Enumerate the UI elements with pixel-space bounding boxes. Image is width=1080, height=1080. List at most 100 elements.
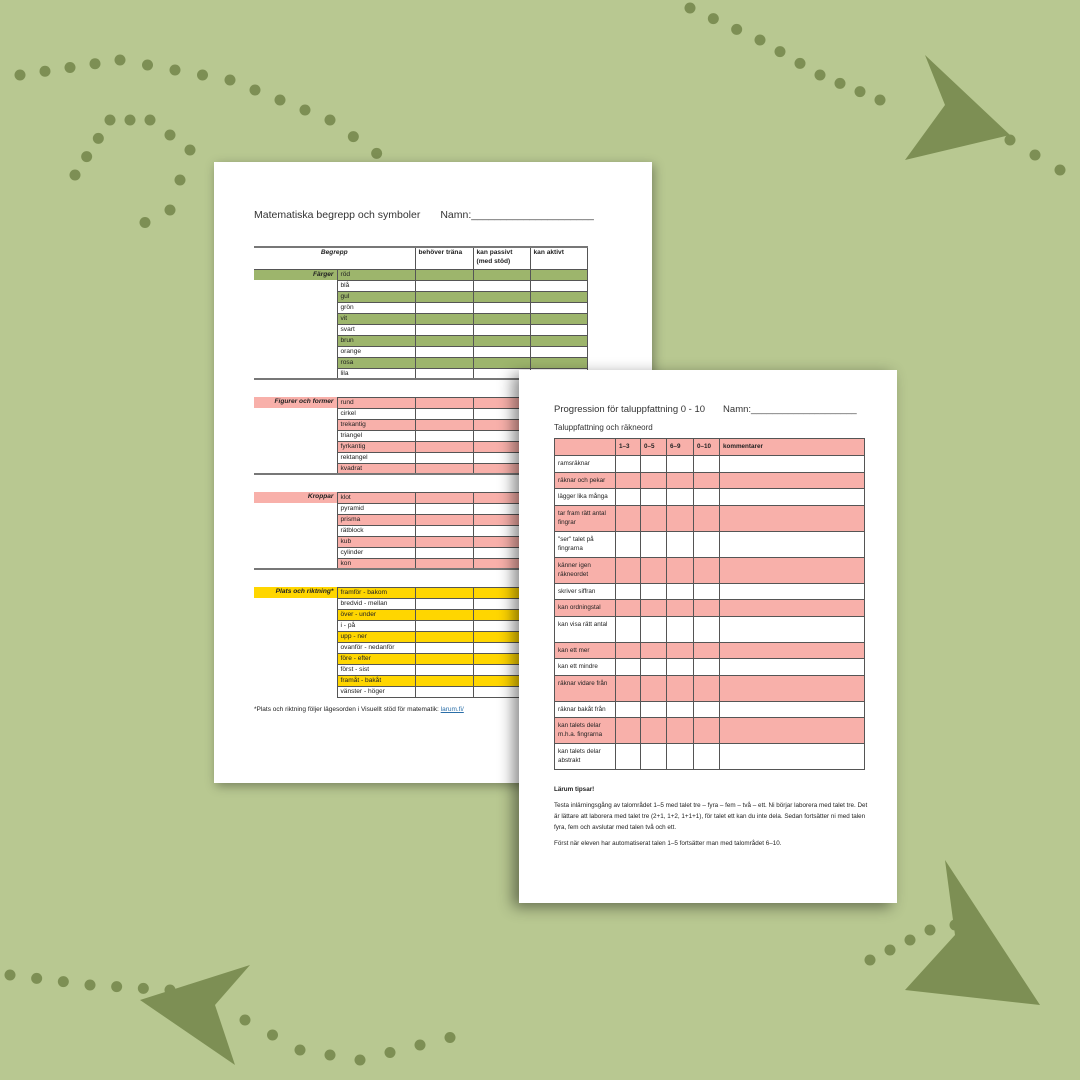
comment-cell[interactable] [719, 488, 865, 506]
checkbox-cell[interactable] [414, 323, 474, 336]
checkbox-cell[interactable] [529, 312, 588, 325]
checkbox-cell[interactable] [640, 471, 667, 489]
checkbox-cell[interactable] [529, 356, 588, 369]
checkbox-cell[interactable] [693, 455, 720, 473]
checkbox-cell[interactable] [693, 504, 720, 532]
checkbox-cell[interactable] [640, 455, 667, 473]
checkbox-cell[interactable] [693, 717, 720, 744]
checkbox-cell[interactable] [640, 717, 667, 744]
checkbox-cell[interactable] [414, 440, 474, 453]
checkbox-cell[interactable] [414, 630, 474, 643]
comment-cell[interactable] [719, 641, 865, 659]
checkbox-cell[interactable] [640, 599, 667, 617]
checkbox-cell[interactable] [666, 700, 694, 718]
checkbox-cell[interactable] [615, 717, 641, 744]
checkbox-cell[interactable] [472, 279, 531, 292]
checkbox-cell[interactable] [666, 582, 694, 600]
checkbox-cell[interactable] [414, 502, 474, 515]
checkbox-cell[interactable] [640, 530, 667, 558]
checkbox-cell[interactable] [472, 345, 531, 358]
checkbox-cell[interactable] [615, 556, 641, 584]
checkbox-cell[interactable] [615, 599, 641, 617]
checkbox-cell[interactable] [414, 513, 474, 526]
checkbox-cell[interactable] [640, 641, 667, 659]
checkbox-cell[interactable] [693, 556, 720, 584]
checkbox-cell[interactable] [640, 556, 667, 584]
checkbox-cell[interactable] [666, 504, 694, 532]
checkbox-cell[interactable] [414, 345, 474, 358]
checkbox-cell[interactable] [414, 491, 474, 504]
checkbox-cell[interactable] [414, 535, 474, 548]
checkbox-cell[interactable] [615, 471, 641, 489]
checkbox-cell[interactable] [414, 279, 474, 292]
checkbox-cell[interactable] [472, 312, 531, 325]
checkbox-cell[interactable] [414, 290, 474, 303]
checkbox-cell[interactable] [414, 407, 474, 420]
checkbox-cell[interactable] [666, 599, 694, 617]
checkbox-cell[interactable] [414, 268, 474, 281]
checkbox-cell[interactable] [666, 641, 694, 659]
checkbox-cell[interactable] [615, 504, 641, 532]
checkbox-cell[interactable] [693, 530, 720, 558]
checkbox-cell[interactable] [615, 615, 641, 643]
checkbox-cell[interactable] [615, 743, 641, 770]
checkbox-cell[interactable] [615, 530, 641, 558]
checkbox-cell[interactable] [414, 462, 474, 475]
comment-cell[interactable] [719, 556, 865, 584]
checkbox-cell[interactable] [666, 455, 694, 473]
checkbox-cell[interactable] [414, 546, 474, 559]
checkbox-cell[interactable] [615, 582, 641, 600]
comment-cell[interactable] [719, 504, 865, 532]
checkbox-cell[interactable] [666, 471, 694, 489]
comment-cell[interactable] [719, 530, 865, 558]
checkbox-cell[interactable] [414, 586, 474, 599]
comment-cell[interactable] [719, 582, 865, 600]
checkbox-cell[interactable] [693, 658, 720, 676]
checkbox-cell[interactable] [640, 582, 667, 600]
checkbox-cell[interactable] [640, 658, 667, 676]
checkbox-cell[interactable] [414, 597, 474, 610]
checkbox-cell[interactable] [693, 641, 720, 659]
checkbox-cell[interactable] [472, 356, 531, 369]
checkbox-cell[interactable] [414, 418, 474, 431]
checkbox-cell[interactable] [640, 674, 667, 702]
checkbox-cell[interactable] [414, 334, 474, 347]
checkbox-cell[interactable] [414, 367, 474, 380]
checkbox-cell[interactable] [414, 429, 474, 442]
checkbox-cell[interactable] [414, 685, 474, 698]
checkbox-cell[interactable] [615, 700, 641, 718]
checkbox-cell[interactable] [666, 488, 694, 506]
checkbox-cell[interactable] [693, 599, 720, 617]
checkbox-cell[interactable] [529, 345, 588, 358]
checkbox-cell[interactable] [529, 290, 588, 303]
checkbox-cell[interactable] [414, 674, 474, 687]
checkbox-cell[interactable] [529, 323, 588, 336]
checkbox-cell[interactable] [693, 582, 720, 600]
comment-cell[interactable] [719, 658, 865, 676]
checkbox-cell[interactable] [414, 619, 474, 632]
checkbox-cell[interactable] [666, 556, 694, 584]
checkbox-cell[interactable] [472, 268, 531, 281]
checkbox-cell[interactable] [666, 530, 694, 558]
checkbox-cell[interactable] [615, 455, 641, 473]
larum-link[interactable]: larum.fi/ [440, 706, 464, 713]
checkbox-cell[interactable] [666, 717, 694, 744]
checkbox-cell[interactable] [472, 301, 531, 314]
checkbox-cell[interactable] [414, 557, 474, 570]
checkbox-cell[interactable] [666, 674, 694, 702]
comment-cell[interactable] [719, 674, 865, 702]
checkbox-cell[interactable] [693, 488, 720, 506]
checkbox-cell[interactable] [414, 524, 474, 537]
checkbox-cell[interactable] [693, 615, 720, 643]
comment-cell[interactable] [719, 700, 865, 718]
comment-cell[interactable] [719, 471, 865, 489]
checkbox-cell[interactable] [640, 700, 667, 718]
comment-cell[interactable] [719, 743, 865, 770]
checkbox-cell[interactable] [414, 663, 474, 676]
checkbox-cell[interactable] [529, 268, 588, 281]
checkbox-cell[interactable] [666, 743, 694, 770]
checkbox-cell[interactable] [615, 674, 641, 702]
checkbox-cell[interactable] [640, 615, 667, 643]
checkbox-cell[interactable] [414, 641, 474, 654]
checkbox-cell[interactable] [414, 312, 474, 325]
